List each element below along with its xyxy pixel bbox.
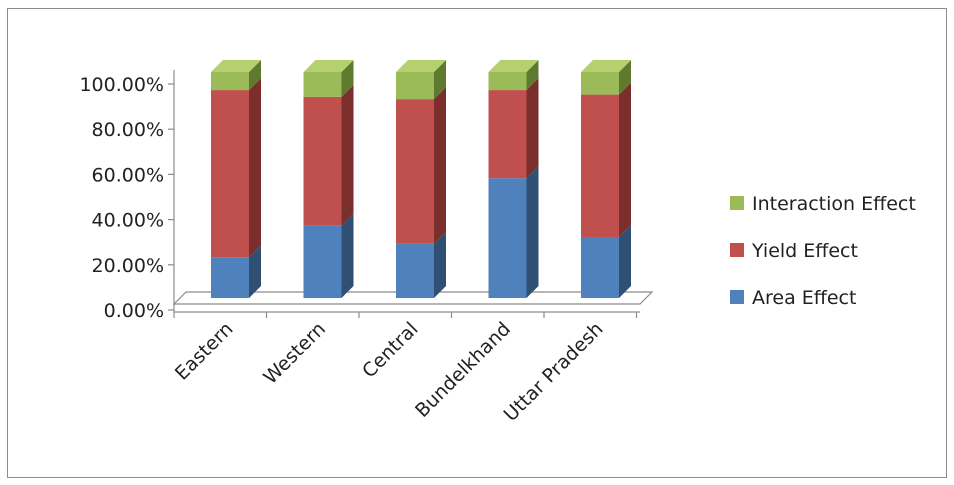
bar-uttar-pradesh-area-effect-front — [581, 236, 619, 298]
y-tick-labels: 0.00% 20.00% 40.00% 60.00% 80.00% 100.00% — [79, 74, 164, 322]
bar-central-interaction-effect-side — [434, 60, 446, 100]
x-category-label-western: Western — [259, 318, 330, 389]
bar-eastern-area-effect — [211, 245, 261, 298]
bar-central-yield-effect-front — [396, 99, 434, 244]
bar-central-interaction-effect-top — [396, 60, 446, 72]
bar-western-interaction-effect-front — [303, 72, 342, 97]
bar-column-western — [303, 60, 354, 298]
bar-uttar-pradesh-yield-effect-side — [619, 82, 631, 237]
bar-eastern-interaction-effect-front — [211, 72, 249, 91]
chart-frame — [7, 8, 947, 478]
bar-central-area-effect — [396, 231, 446, 298]
y-axis — [168, 70, 640, 318]
bar-column-eastern — [211, 60, 261, 298]
x-category-label-bundelkhand: Bundelkhand — [411, 318, 515, 422]
bar-column-bundelkhand — [488, 60, 539, 298]
bar-central-yield-effect-side — [434, 87, 446, 244]
bar-western-interaction-effect-top — [303, 60, 354, 72]
bar-column-central — [396, 60, 446, 298]
bar-bundelkhand-area-effect-side — [526, 166, 539, 298]
y-tick-label: 20.00% — [92, 255, 164, 277]
bar-western-interaction-effect — [303, 60, 354, 97]
bar-uttar-pradesh-area-effect-side — [619, 224, 631, 298]
bar-bundelkhand-yield-effect-front — [488, 90, 527, 179]
y-tick-label: 60.00% — [92, 164, 164, 186]
legend-label-yield-effect: Yield Effect — [751, 240, 858, 262]
legend-item-area-effect: Area Effect — [730, 287, 856, 309]
bar-central-interaction-effect-front — [396, 72, 434, 100]
bar-eastern-area-effect-front — [211, 257, 249, 298]
bar-western-area-effect — [303, 213, 354, 298]
bar-bundelkhand-yield-effect-side — [526, 78, 539, 179]
bar-bundelkhand-area-effect — [488, 166, 539, 298]
bar-central-yield-effect — [396, 87, 446, 244]
legend-item-interaction-effect: Interaction Effect — [730, 193, 916, 215]
legend-swatch-interaction-effect — [730, 196, 744, 210]
y-tick-label: 80.00% — [92, 119, 164, 141]
bar-western-yield-effect — [303, 84, 354, 226]
bar-eastern-area-effect-side — [249, 245, 261, 298]
legend-label-area-effect: Area Effect — [752, 287, 856, 309]
bar-bundelkhand-interaction-effect-side — [526, 60, 539, 91]
bar-uttar-pradesh-interaction-effect-top — [581, 60, 631, 72]
legend: Interaction Effect Yield Effect Area Effec… — [730, 193, 916, 309]
bar-uttar-pradesh-interaction-effect-side — [619, 60, 631, 95]
bar-bundelkhand-interaction-effect-front — [488, 72, 527, 91]
bar-eastern-yield-effect — [211, 78, 261, 258]
bar-eastern-yield-effect-side — [249, 78, 261, 258]
bar-western-yield-effect-front — [303, 96, 342, 226]
bar-uttar-pradesh-area-effect — [581, 224, 631, 298]
legend-item-yield-effect: Yield Effect — [730, 240, 858, 262]
bar-western-interaction-effect-side — [341, 60, 354, 97]
bar-bundelkhand-interaction-effect — [488, 60, 539, 91]
y-tick-label: 0.00% — [104, 300, 164, 322]
bars-group — [211, 60, 631, 298]
bar-eastern-interaction-effect-top — [211, 60, 261, 72]
y-tick-label: 100.00% — [79, 74, 164, 96]
x-category-label-uttar-pradesh: Uttar Pradesh — [500, 318, 608, 426]
x-category-label-central: Central — [358, 318, 422, 382]
bar-western-area-effect-side — [341, 213, 354, 298]
bar-eastern-interaction-effect-side — [249, 60, 261, 91]
bar-uttar-pradesh-interaction-effect — [581, 60, 631, 95]
bar-central-area-effect-side — [434, 231, 446, 298]
bar-western-yield-effect-side — [341, 84, 354, 226]
legend-swatch-area-effect — [730, 290, 744, 304]
bar-bundelkhand-yield-effect — [488, 78, 539, 179]
bar-bundelkhand-area-effect-front — [488, 178, 527, 298]
bar-western-area-effect-front — [303, 225, 342, 298]
bar-column-uttar-pradesh — [581, 60, 631, 298]
bar-eastern-yield-effect-front — [211, 90, 249, 258]
bar-uttar-pradesh-interaction-effect-front — [581, 72, 619, 95]
bar-uttar-pradesh-yield-effect-front — [581, 94, 619, 237]
bar-central-area-effect-front — [396, 243, 434, 298]
legend-label-interaction-effect: Interaction Effect — [752, 193, 916, 215]
bar-uttar-pradesh-yield-effect — [581, 82, 631, 237]
legend-swatch-yield-effect — [730, 243, 744, 257]
y-tick-label: 40.00% — [92, 210, 164, 232]
bar-central-interaction-effect — [396, 60, 446, 100]
bar-eastern-interaction-effect — [211, 60, 261, 91]
bar-bundelkhand-interaction-effect-top — [488, 60, 539, 72]
x-category-label-eastern: Eastern — [171, 318, 238, 385]
